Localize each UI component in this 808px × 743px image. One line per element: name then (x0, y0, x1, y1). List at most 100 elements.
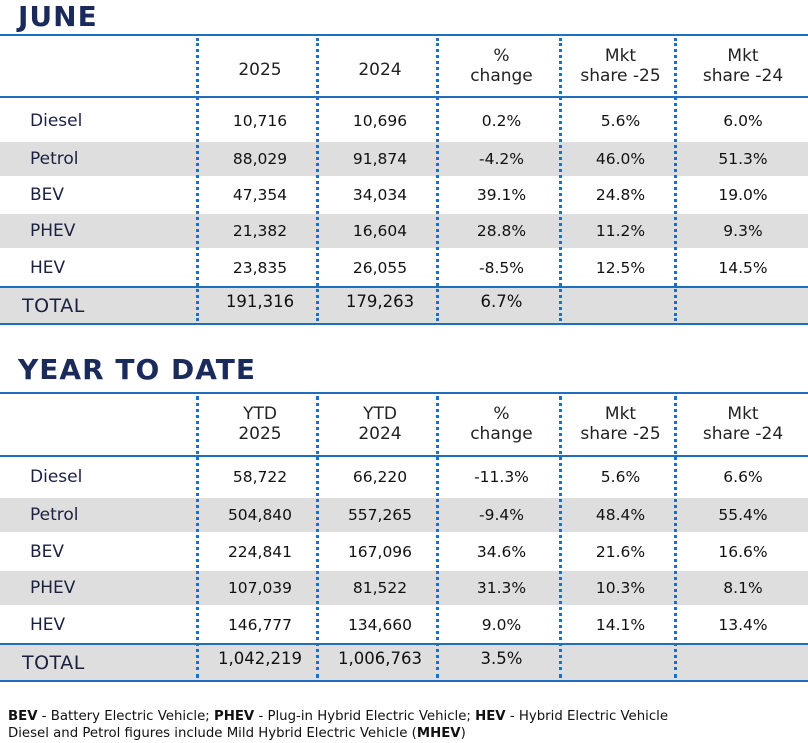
column-header-line2: 2025 (238, 424, 282, 444)
table-cell: 24.8% (595, 186, 646, 204)
column-header-line2: share -25 (580, 66, 661, 86)
table-cell: 5.6% (600, 112, 641, 130)
table-cell: 224,841 (227, 543, 293, 561)
table-cell: 91,874 (352, 150, 408, 168)
column-header-line2: change (470, 424, 533, 444)
row-band (0, 214, 808, 248)
table-cell: -8.5% (479, 259, 524, 277)
column-header-line1: YTD (243, 404, 277, 424)
table-cell: 107,039 (227, 579, 293, 597)
table-cell: 16.6% (718, 543, 768, 561)
section-title: JUNE (18, 0, 98, 33)
table-cell: 504,840 (227, 506, 293, 524)
table-cell: 10,716 (232, 112, 288, 130)
table-cell: 66,220 (352, 468, 408, 486)
column-header: Mkt share -24 (678, 46, 808, 86)
column-header-line2: 2025 (238, 60, 282, 80)
column-divider (436, 38, 439, 321)
total-cell: 1,042,219 (218, 649, 302, 668)
table-cell: -9.4% (479, 506, 524, 524)
row-label: PHEV (30, 221, 76, 241)
footer-abbreviation: BEV (8, 709, 38, 724)
footer-abbreviation: PHEV (213, 709, 255, 724)
footer-note-end: ) (460, 726, 466, 741)
table-cell: 23,835 (232, 259, 288, 277)
row-label: BEV (30, 542, 65, 562)
footer-note: Diesel and Petrol figures include Mild H… (8, 726, 417, 741)
rule-header (0, 96, 808, 98)
table-cell: 19.0% (718, 186, 768, 204)
column-header: Mkt share -25 (563, 46, 678, 86)
column-header-line1: % (493, 46, 510, 66)
column-header: Mkt share -24 (678, 404, 808, 444)
column-header-line2: share -24 (702, 66, 784, 86)
column-header-line2: share -24 (702, 424, 784, 444)
footer-line-2: Diesel and Petrol figures include Mild H… (8, 725, 466, 743)
total-cell: 3.5% (480, 649, 523, 668)
table-cell: -4.2% (479, 150, 524, 168)
table-cell: 28.8% (476, 222, 527, 240)
row-band (0, 571, 808, 605)
table-cell: 134,660 (347, 616, 413, 634)
table-cell: 21.6% (595, 543, 646, 561)
column-header: % change (440, 404, 563, 444)
table-cell: 14.1% (595, 616, 646, 634)
table-cell: 6.6% (723, 468, 763, 486)
table-cell: 8.1% (723, 579, 763, 597)
table-cell: 88,029 (232, 150, 288, 168)
column-header: 2025 (200, 60, 320, 80)
footer-line-1: BEV - Battery Electric Vehicle; PHEV - P… (8, 708, 668, 726)
table-cell: 46.0% (595, 150, 646, 168)
table-cell: 0.2% (481, 112, 522, 130)
table-cell: 81,522 (352, 579, 408, 597)
footer-definition: - Battery Electric Vehicle; (37, 709, 214, 724)
table-cell: 26,055 (352, 259, 408, 277)
total-label: TOTAL (22, 652, 85, 674)
column-divider (196, 396, 199, 678)
table-cell: 5.6% (600, 468, 641, 486)
total-cell: 1,006,763 (338, 649, 422, 668)
table-cell: -11.3% (474, 468, 529, 486)
column-header-line1: % (493, 404, 510, 424)
footer-definition: - Plug-in Hybrid Electric Vehicle; (254, 709, 476, 724)
table-cell: 39.1% (476, 186, 527, 204)
column-header-line2: change (470, 66, 533, 86)
table-cell: 557,265 (347, 506, 413, 524)
row-band (0, 142, 808, 176)
column-header: Mkt share -25 (563, 404, 678, 444)
table-cell: 51.3% (718, 150, 768, 168)
column-header: 2024 (320, 60, 440, 80)
column-header-line1: Mkt (604, 46, 637, 66)
table-cell: 16,604 (352, 222, 408, 240)
row-label: PHEV (30, 578, 76, 598)
rule-total (0, 286, 808, 288)
row-label: HEV (30, 258, 66, 278)
column-header: YTD 2025 (200, 404, 320, 444)
column-divider (316, 396, 319, 678)
table-cell: 48.4% (595, 506, 646, 524)
rule-header (0, 455, 808, 457)
table-cell: 31.3% (476, 579, 527, 597)
total-cell: 6.7% (480, 292, 523, 311)
rule-top (0, 34, 808, 36)
section-title: YEAR TO DATE (18, 353, 256, 386)
rule-bottom (0, 323, 808, 325)
row-label: Petrol (30, 505, 79, 525)
column-header-line1: Mkt (727, 46, 759, 66)
total-band (0, 286, 808, 323)
column-divider (674, 396, 677, 678)
table-cell: 47,354 (232, 186, 288, 204)
table-cell: 167,096 (347, 543, 413, 561)
column-header-line2: 2024 (358, 60, 402, 80)
table-cell: 14.5% (718, 259, 768, 277)
table-cell: 11.2% (595, 222, 646, 240)
column-divider (559, 396, 562, 678)
rule-top (0, 392, 808, 394)
footer-definition: - Hybrid Electric Vehicle (505, 709, 669, 724)
table-cell: 9.3% (723, 222, 763, 240)
table-cell: 10.3% (595, 579, 646, 597)
column-header-line1: Mkt (727, 404, 759, 424)
table-cell: 55.4% (718, 506, 768, 524)
column-divider (196, 38, 199, 321)
table-cell: 12.5% (595, 259, 646, 277)
